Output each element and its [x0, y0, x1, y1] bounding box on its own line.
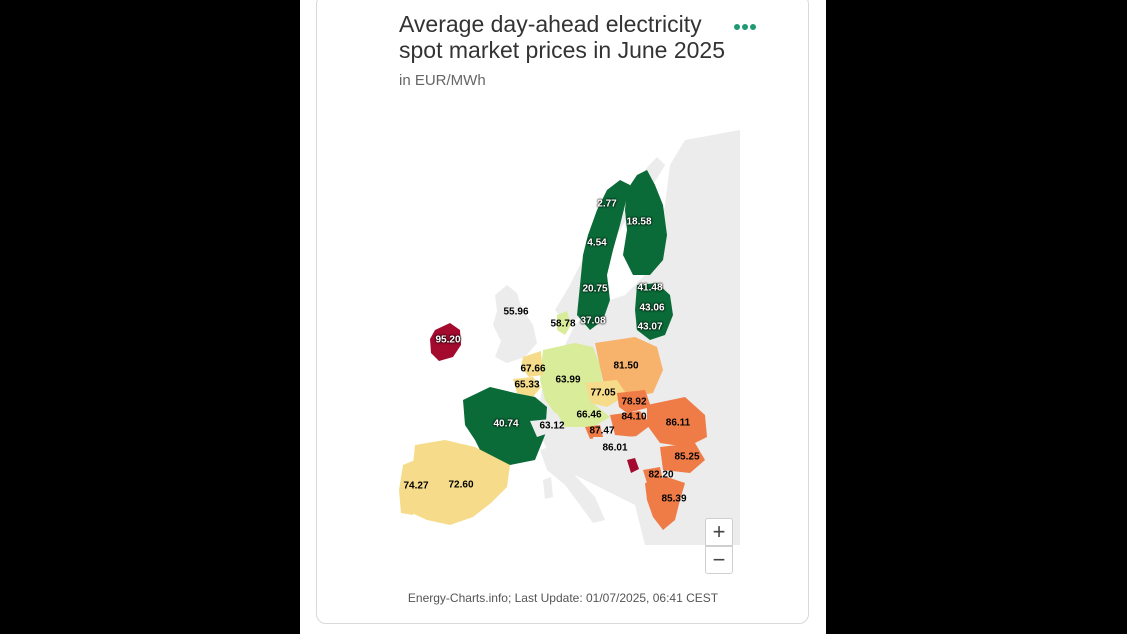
region-switzerland [530, 419, 555, 437]
region-sardinia [543, 477, 553, 499]
region-balkans-nodata [545, 420, 620, 475]
price-label-si: 87.47 [589, 425, 615, 437]
price-label-se3: 20.75 [582, 283, 608, 295]
region-austria [555, 405, 610, 427]
region-portugal [399, 460, 419, 515]
region-finland [623, 170, 667, 275]
region-hungary [610, 411, 651, 437]
region-slovenia [585, 425, 603, 439]
price-label-ro: 86.11 [665, 417, 691, 429]
price-label-lv: 43.06 [639, 302, 665, 314]
region-belgium [513, 377, 541, 397]
price-label-se2: 4.54 [587, 237, 607, 249]
price-label-pl: 81.50 [613, 360, 639, 372]
minus-icon: − [712, 547, 726, 572]
price-label-at: 66.46 [576, 409, 602, 421]
region-romania [647, 397, 707, 447]
region-croatia [593, 437, 623, 455]
more-horizontal-icon [742, 24, 748, 30]
region-north-macedonia [643, 467, 663, 483]
chart-title: Average day-ahead electricity spot marke… [399, 11, 726, 63]
price-label-de: 63.99 [555, 374, 581, 386]
region-serbia [627, 435, 653, 465]
region-uk [493, 285, 537, 363]
region-ireland [430, 323, 461, 361]
price-label-fi: 18.58 [626, 216, 652, 228]
price-label-se1: 2.77 [597, 198, 617, 210]
region-montenegro [627, 458, 639, 473]
price-label-mk: 82.20 [648, 469, 674, 481]
price-label-fr: 40.74 [493, 418, 519, 430]
price-label-sk: 78.92 [621, 396, 647, 408]
plus-icon: + [712, 519, 726, 544]
price-label-hu: 84.10 [621, 411, 647, 423]
chart-menu-button[interactable] [731, 17, 759, 37]
price-label-es: 72.60 [448, 479, 474, 491]
region-germany [540, 343, 603, 415]
region-sweden [577, 180, 630, 330]
price-label-hr: 86.01 [602, 442, 628, 454]
price-label-ee: 41.48 [637, 282, 663, 294]
map-canvas [399, 130, 740, 545]
price-label-pt: 74.27 [403, 480, 429, 492]
price-label-be: 65.33 [514, 379, 540, 391]
region-baltics [635, 283, 673, 340]
region-netherlands [521, 351, 543, 377]
region-greece [645, 477, 685, 530]
page: Average day-ahead electricity spot marke… [300, 0, 826, 634]
chart-subtitle: in EUR/MWh [399, 72, 486, 89]
more-horizontal-icon [750, 24, 756, 30]
price-label-nl: 67.66 [520, 363, 546, 375]
price-label-lt: 43.07 [637, 321, 663, 333]
region-bulgaria [660, 443, 705, 473]
europe-price-map[interactable]: 2.77 18.58 4.54 20.75 41.48 43.06 43.07 … [395, 125, 740, 545]
more-horizontal-icon [734, 24, 740, 30]
region-italy [540, 445, 605, 523]
credits-text[interactable]: Energy-Charts.info; Last Update: 01/07/2… [407, 591, 719, 605]
price-label-se4: 37.08 [580, 315, 606, 327]
region-denmark [557, 311, 571, 335]
zoom-out-button[interactable]: − [705, 546, 733, 574]
price-label-dk: 58.78 [550, 318, 576, 330]
region-france [463, 387, 547, 465]
price-label-ie: 95.20 [435, 334, 461, 346]
price-label-gr: 85.39 [661, 493, 687, 505]
price-label-no: 55.96 [503, 306, 529, 318]
price-label-ch: 63.12 [539, 420, 565, 432]
region-slovakia [617, 390, 651, 413]
zoom-in-button[interactable]: + [705, 518, 733, 546]
price-label-cz: 77.05 [590, 387, 616, 399]
region-czechia [585, 380, 627, 407]
region-spain [405, 440, 510, 525]
price-label-bg: 85.25 [674, 451, 700, 463]
